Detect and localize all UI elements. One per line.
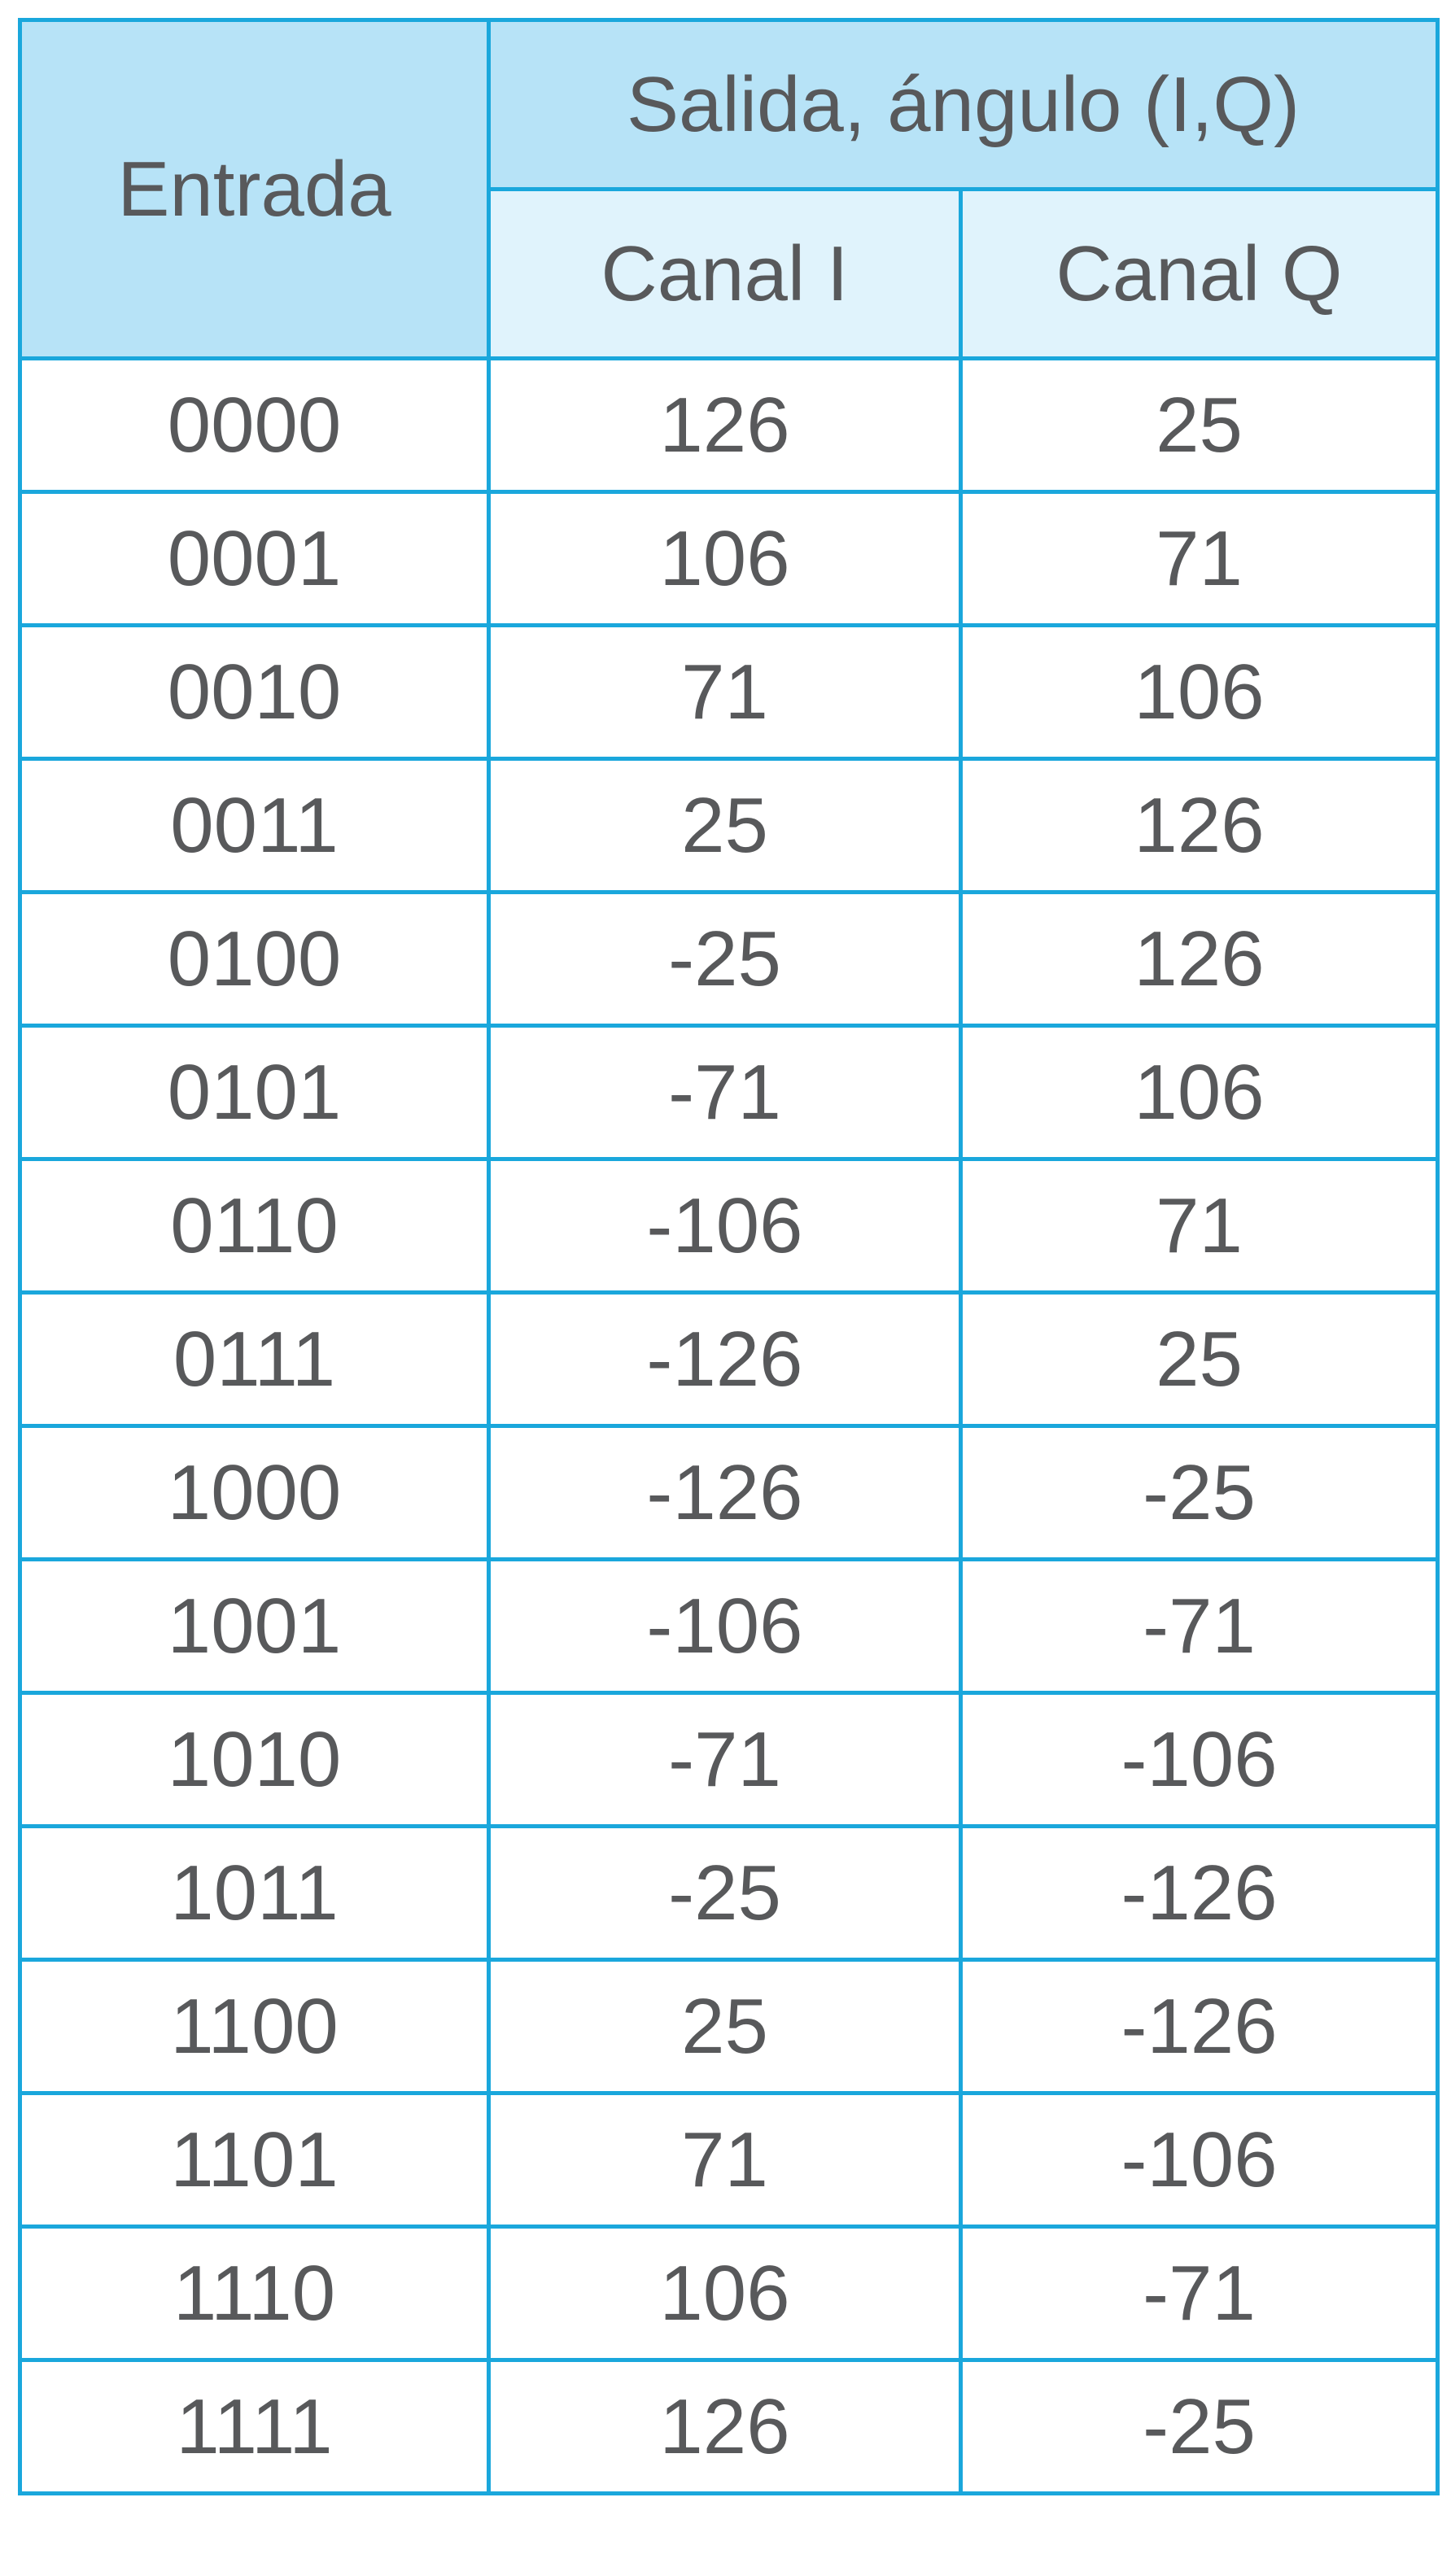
table-row: 1001 -106 -71 bbox=[18, 1557, 1440, 1695]
canal-q-cell: -71 bbox=[958, 2225, 1440, 2362]
canal-i-cell: -126 bbox=[487, 1290, 963, 1428]
canal-i-cell: -71 bbox=[487, 1024, 963, 1161]
table-row: 0000 126 25 bbox=[18, 356, 1440, 494]
table-row: 1010 -71 -106 bbox=[18, 1691, 1440, 1828]
canal-i-cell: -126 bbox=[487, 1424, 963, 1561]
entrada-cell: 1100 bbox=[18, 1958, 491, 2095]
entrada-cell: 0000 bbox=[18, 356, 491, 494]
entrada-cell: 1101 bbox=[18, 2091, 491, 2229]
canal-q-cell: 25 bbox=[958, 356, 1440, 494]
table-row: 1000 -126 -25 bbox=[18, 1424, 1440, 1561]
entrada-cell: 1000 bbox=[18, 1424, 491, 1561]
canal-i-cell: 71 bbox=[487, 623, 963, 761]
table-row: 0100 -25 126 bbox=[18, 890, 1440, 1028]
table-row: 0111 -126 25 bbox=[18, 1290, 1440, 1428]
canal-i-cell: -25 bbox=[487, 1824, 963, 1962]
canal-i-cell: -106 bbox=[487, 1157, 963, 1295]
canal-q-cell: -126 bbox=[958, 1824, 1440, 1962]
header-canal-i: Canal I bbox=[487, 187, 963, 360]
entrada-cell: 0111 bbox=[18, 1290, 491, 1428]
canal-q-cell: 71 bbox=[958, 490, 1440, 627]
table-body: 0000 126 25 0001 106 71 0010 71 106 0011… bbox=[18, 356, 1440, 2495]
canal-i-cell: 126 bbox=[487, 356, 963, 494]
canal-q-cell: 25 bbox=[958, 1290, 1440, 1428]
canal-q-cell: 126 bbox=[958, 890, 1440, 1028]
entrada-cell: 0101 bbox=[18, 1024, 491, 1161]
entrada-cell: 1111 bbox=[18, 2358, 491, 2495]
header-canal-q: Canal Q bbox=[958, 187, 1440, 360]
canal-i-cell: 106 bbox=[487, 2225, 963, 2362]
canal-q-cell: 126 bbox=[958, 757, 1440, 894]
canal-i-cell: 71 bbox=[487, 2091, 963, 2229]
entrada-cell: 0001 bbox=[18, 490, 491, 627]
canal-i-cell: 126 bbox=[487, 2358, 963, 2495]
table-row: 0101 -71 106 bbox=[18, 1024, 1440, 1161]
canal-q-cell: -126 bbox=[958, 1958, 1440, 2095]
entrada-cell: 0011 bbox=[18, 757, 491, 894]
io-table: Entrada Salida, ángulo (I,Q) Canal I Can… bbox=[18, 18, 1440, 2495]
header-row: Entrada Salida, ángulo (I,Q) bbox=[18, 18, 1440, 360]
canal-q-cell: 71 bbox=[958, 1157, 1440, 1295]
header-salida: Salida, ángulo (I,Q) bbox=[486, 18, 1440, 191]
table-row: 0001 106 71 bbox=[18, 490, 1440, 627]
table-row: 1100 25 -126 bbox=[18, 1958, 1440, 2095]
subheader-row: Canal I Canal Q bbox=[20, 187, 1440, 360]
entrada-cell: 1010 bbox=[18, 1691, 491, 1828]
table-row: 1011 -25 -126 bbox=[18, 1824, 1440, 1962]
table-row: 0011 25 126 bbox=[18, 757, 1440, 894]
canal-q-cell: -106 bbox=[958, 1691, 1440, 1828]
canal-i-cell: 25 bbox=[487, 1958, 963, 2095]
table-row: 1101 71 -106 bbox=[18, 2091, 1440, 2229]
canal-i-cell: 25 bbox=[487, 757, 963, 894]
canal-q-cell: -71 bbox=[958, 1557, 1440, 1695]
entrada-cell: 1011 bbox=[18, 1824, 491, 1962]
header-entrada: Entrada bbox=[18, 18, 491, 360]
entrada-cell: 1110 bbox=[18, 2225, 491, 2362]
canal-i-cell: 106 bbox=[487, 490, 963, 627]
entrada-cell: 0110 bbox=[18, 1157, 491, 1295]
canal-i-cell: -106 bbox=[487, 1557, 963, 1695]
table-row: 1111 126 -25 bbox=[18, 2358, 1440, 2495]
canal-q-cell: 106 bbox=[958, 1024, 1440, 1161]
entrada-cell: 0010 bbox=[18, 623, 491, 761]
entrada-cell: 0100 bbox=[18, 890, 491, 1028]
entrada-cell: 1001 bbox=[18, 1557, 491, 1695]
canal-q-cell: 106 bbox=[958, 623, 1440, 761]
table-row: 1110 106 -71 bbox=[18, 2225, 1440, 2362]
canal-i-cell: -25 bbox=[487, 890, 963, 1028]
canal-i-cell: -71 bbox=[487, 1691, 963, 1828]
canal-q-cell: -106 bbox=[958, 2091, 1440, 2229]
table-row: 0010 71 106 bbox=[18, 623, 1440, 761]
canal-q-cell: -25 bbox=[958, 1424, 1440, 1561]
table-row: 0110 -106 71 bbox=[18, 1157, 1440, 1295]
canal-q-cell: -25 bbox=[958, 2358, 1440, 2495]
